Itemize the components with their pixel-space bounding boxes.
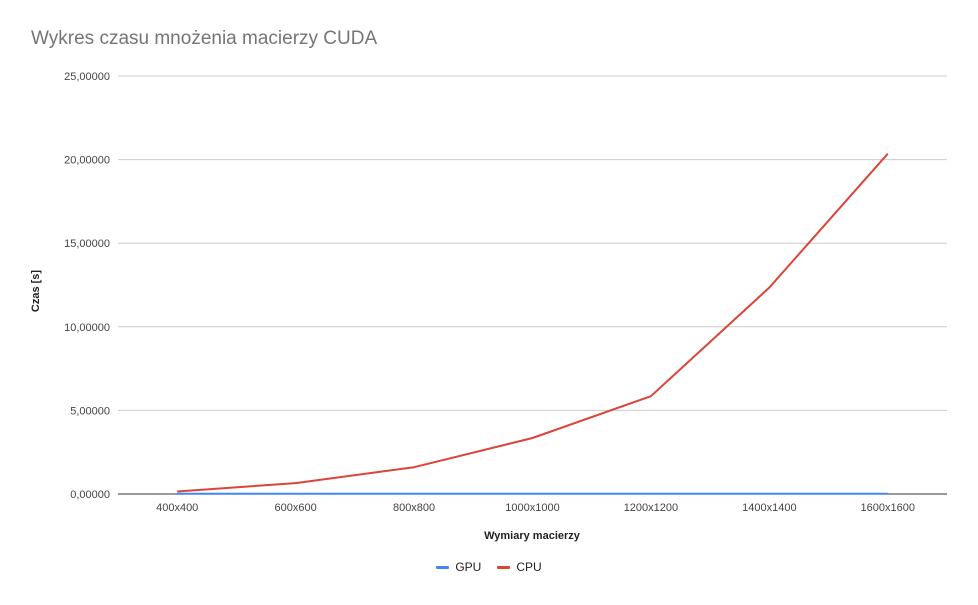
series-lines — [177, 153, 889, 495]
x-tick-label: 1200x1200 — [624, 502, 678, 514]
y-tick-label: 25,00000 — [64, 71, 110, 83]
x-tick-label: 400x400 — [156, 502, 198, 514]
y-tick-label: 5,00000 — [70, 405, 110, 417]
legend-item-cpu: CPU — [497, 560, 542, 574]
legend-label-cpu: CPU — [516, 560, 542, 574]
series-line-cpu — [177, 153, 889, 493]
legend-item-gpu: GPU — [436, 560, 481, 574]
x-axis-title: Wymiary macierzy — [484, 530, 581, 542]
y-tick-label: 20,00000 — [64, 155, 110, 167]
x-tick-label: 800x800 — [393, 502, 435, 514]
chart-title: Wykres czasu mnożenia macierzy CUDA — [31, 28, 378, 49]
y-tick-label: 0,00000 — [70, 489, 110, 501]
gridlines — [118, 75, 947, 495]
y-tick-label: 10,00000 — [64, 322, 110, 334]
x-tick-labels: 400x400 600x600 800x800 1000x1000 1200x1200 1… — [156, 502, 915, 514]
x-tick-label: 1400x1400 — [742, 502, 796, 514]
y-tick-label: 15,00000 — [64, 238, 110, 250]
legend-swatch-gpu — [436, 565, 450, 569]
x-tick-label: 1000x1000 — [505, 502, 559, 514]
legend-label-gpu: GPU — [455, 560, 482, 574]
legend: GPU CPU — [0, 560, 978, 574]
x-tick-label: 1600x1600 — [861, 502, 915, 514]
x-tick-label: 600x600 — [275, 502, 317, 514]
y-tick-labels: 0,00000 5,00000 10,00000 15,00000 20,00000 25… — [64, 71, 110, 501]
y-axis-title: Czas [s] — [30, 270, 42, 313]
legend-swatch-cpu — [497, 565, 511, 569]
